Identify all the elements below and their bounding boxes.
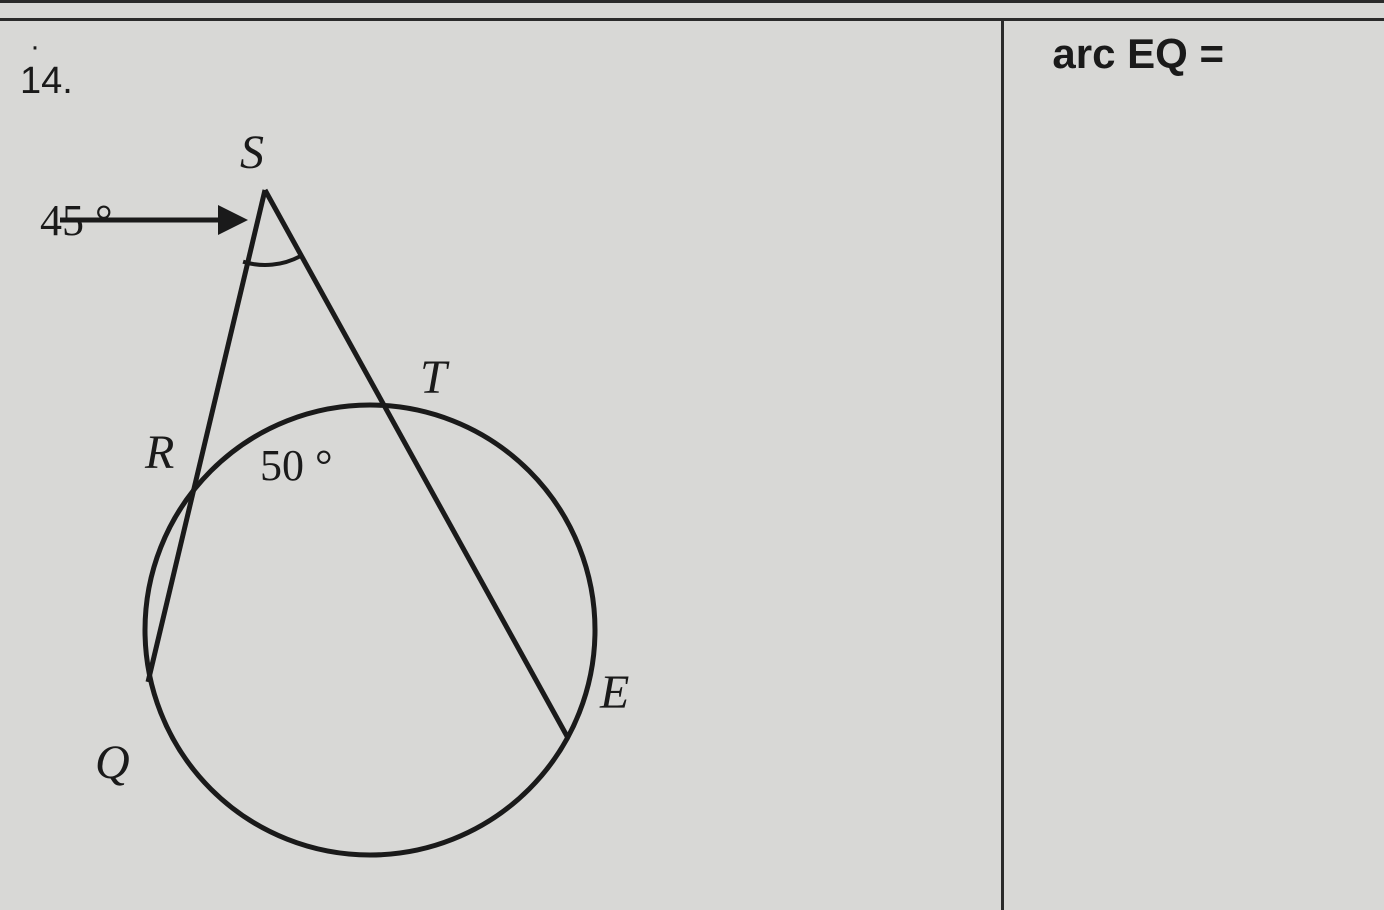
arc-rt-label: 50 ° — [260, 440, 333, 491]
label-q: Q — [95, 735, 130, 790]
geometry-diagram: S T R Q E 45 ° 50 ° — [20, 100, 720, 900]
answer-prompt: arc EQ = — [1052, 30, 1224, 78]
external-angle-label: 45 ° — [40, 195, 113, 246]
label-t: T — [420, 350, 447, 405]
top-border — [0, 0, 1384, 3]
angle-arc-s — [243, 256, 300, 265]
label-e: E — [600, 665, 629, 720]
label-s: S — [240, 125, 264, 180]
question-number: 14. — [20, 60, 73, 103]
arrow-head-icon — [218, 205, 248, 235]
top-border-line — [0, 18, 1384, 21]
label-r: R — [145, 425, 174, 480]
main-circle — [145, 405, 595, 855]
right-divider — [1001, 18, 1004, 910]
dot: · — [30, 30, 40, 64]
